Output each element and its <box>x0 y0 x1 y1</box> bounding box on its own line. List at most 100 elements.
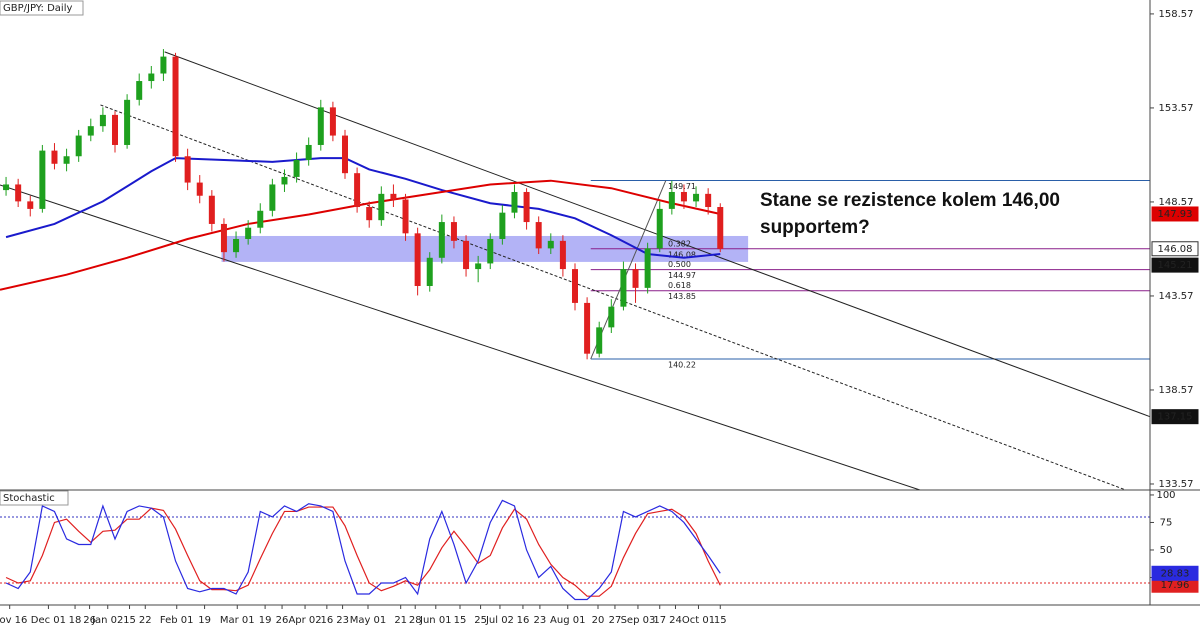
price-tag <box>1151 206 1199 222</box>
x-tick-label: 15 <box>123 615 136 626</box>
candle-body <box>51 150 58 164</box>
x-tick-label: 15 <box>454 615 467 626</box>
x-tick-label: 24 <box>669 615 682 626</box>
x-tick-label: 15 <box>714 615 727 626</box>
price-tag <box>1151 241 1199 257</box>
candle-body <box>547 240 554 249</box>
level-label: 0.382 <box>668 239 691 248</box>
x-tick-label: 19 <box>198 615 211 626</box>
price-tag <box>1151 409 1199 425</box>
level-label: 0.618 <box>668 281 691 290</box>
candle-body <box>438 222 445 258</box>
candle-body <box>3 184 10 191</box>
x-tick-label: Nov 16 <box>0 615 27 626</box>
candle-body <box>668 191 675 209</box>
candle-body <box>27 201 34 209</box>
plot-layer: 149.71 0.382 146.080.500 144.970.618 143.85 1… <box>0 49 1151 601</box>
y-tick-label: 153.57 <box>1159 103 1194 114</box>
candle-body <box>136 81 143 100</box>
candle-body <box>148 73 155 82</box>
level-label: 0.500 <box>668 260 691 269</box>
stoch-tick-label: 75 <box>1160 517 1173 528</box>
candle-body <box>233 238 240 253</box>
candle-body <box>342 135 348 174</box>
trendline <box>590 180 667 360</box>
x-tick-label: 16 <box>517 615 530 626</box>
candle-body <box>196 182 203 196</box>
candle-body <box>75 135 82 157</box>
x-tick-label: 21 <box>394 615 407 626</box>
candle-body <box>487 238 494 264</box>
candle-body <box>414 233 421 286</box>
candle-body <box>584 302 591 354</box>
candle-body <box>705 193 712 208</box>
candle-body <box>572 269 578 303</box>
price-tag <box>1151 565 1199 581</box>
stoch-title-box <box>0 490 69 506</box>
candle-body <box>523 191 530 223</box>
candle-body <box>511 191 518 213</box>
x-tick-label: Apr 02 <box>288 615 321 626</box>
chart-title: GBP/JPY: Daily <box>3 3 72 14</box>
stoch-tick-label: 50 <box>1160 545 1173 556</box>
x-tick-label: 16 <box>320 615 333 626</box>
candle-body <box>329 107 336 136</box>
candle-body <box>112 114 118 145</box>
y-tick-label: 148.57 <box>1159 197 1194 208</box>
x-tick-label: 25 <box>474 615 487 626</box>
candle-body <box>656 208 663 249</box>
candle-body <box>680 191 687 202</box>
candle-body <box>693 193 700 202</box>
candle-body <box>596 327 603 354</box>
price-tag-label: 137.15 <box>1158 412 1193 423</box>
level-value: 144.97 <box>668 271 696 280</box>
x-tick-label: Oct 01 <box>682 615 715 626</box>
candle-body <box>426 257 433 286</box>
x-tick-label: May 01 <box>350 615 387 626</box>
candle-body <box>87 126 94 136</box>
candle-body <box>63 156 70 164</box>
x-tick-label: 23 <box>336 615 349 626</box>
stoch-line <box>5 506 721 597</box>
price-tag-label: 147.93 <box>1158 209 1193 220</box>
title-box <box>0 0 84 16</box>
y-tick-label: 158.57 <box>1159 9 1194 20</box>
x-tick-label: 18 <box>69 615 82 626</box>
candle-body <box>269 184 276 211</box>
price-tag-label: 146.08 <box>1158 244 1193 255</box>
level-value: 146.08 <box>668 250 696 259</box>
candle-body <box>632 269 639 288</box>
candle-body <box>450 222 457 241</box>
candle-body <box>620 269 627 307</box>
price-tag <box>1151 257 1199 273</box>
candle-body <box>257 210 264 228</box>
y-tick-label: 133.57 <box>1159 479 1194 490</box>
x-tick-label: 17 <box>653 615 666 626</box>
x-tick-label: 27 <box>609 615 622 626</box>
candle-body <box>354 173 361 208</box>
x-tick-label: 22 <box>139 615 152 626</box>
candle-body <box>160 56 167 74</box>
candle-body <box>208 195 215 224</box>
candle-body <box>499 212 506 239</box>
candle-body <box>184 156 191 183</box>
candle-body <box>366 207 373 221</box>
candle-body <box>390 193 397 200</box>
stoch-line <box>5 499 721 601</box>
x-tick-label: 26 <box>83 615 96 626</box>
x-tick-label: 23 <box>534 615 547 626</box>
x-tick-label: Jul 02 <box>485 615 514 626</box>
trendline <box>100 104 1126 491</box>
x-tick-label: Jun 01 <box>419 615 452 626</box>
candle-body <box>535 222 542 249</box>
x-tick-label: 19 <box>259 615 272 626</box>
x-tick-label: Dec 01 <box>31 615 66 626</box>
candle-body <box>402 199 409 234</box>
candle-body <box>317 107 324 145</box>
candle-body <box>559 240 566 270</box>
y-tick-label: 143.57 <box>1159 291 1194 302</box>
candle-body <box>608 306 615 328</box>
annotation: Stane se rezistence kolem 146,00 <box>760 190 1060 211</box>
